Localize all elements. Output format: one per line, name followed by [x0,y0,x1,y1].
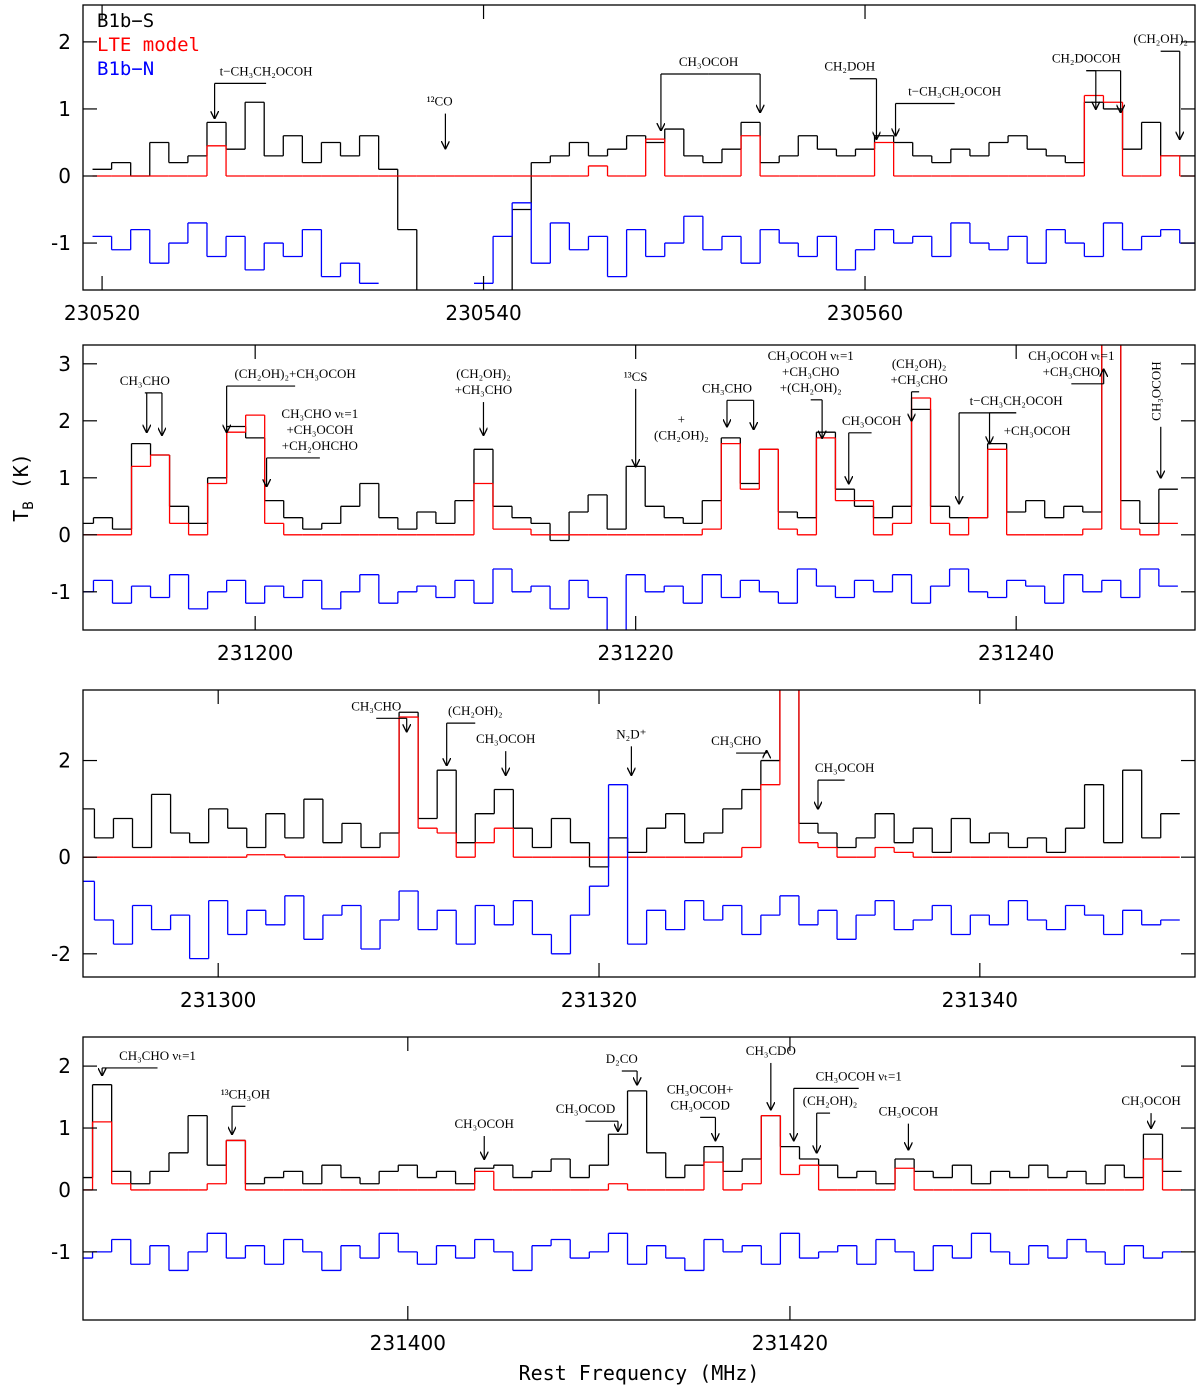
y-tick-label: 2 [58,1054,71,1078]
annotation: CH₃OCOH [476,731,535,746]
y-tick-label: 2 [58,749,71,773]
x-tick-label: 231200 [217,641,293,665]
annotation: CH₃CHO νₜ=1 [281,406,358,421]
annotation: CH₃OCOH [1149,361,1164,420]
annotation: +CH₃CHO [455,382,512,397]
annotation: (CH₂OH)₂+CH₃OCOH [234,366,355,381]
annotation: CH₃CHO [351,698,401,713]
annotation: +CH₃OCOH [1004,423,1071,438]
annotation: +CH₃CHO [1043,364,1100,379]
y-tick-label: -2 [51,942,71,966]
y-tick-label: 2 [58,409,71,433]
x-tick-label: 230520 [64,301,140,325]
y-axis-label-part: B [21,501,37,509]
annotation: CH₂DOCOH [1052,51,1121,66]
annotation: CH₃OCOH [1121,1093,1180,1108]
x-tick-label: 230540 [445,301,521,325]
x-tick-label: 231240 [978,641,1054,665]
annotation: ¹²CO [427,94,453,109]
annotation: CH₃CHO [120,373,170,388]
y-tick-label: -1 [51,580,71,604]
y-axis-label: TB (K) [9,453,37,522]
x-tick-label: 230560 [827,301,903,325]
y-tick-label: 1 [58,1116,71,1140]
annotation: CH₃OCOH [815,760,874,775]
annotation: CH₃OCOH νₜ=1 [816,1068,902,1083]
annotation: t−CH₃CH₂OCOH [220,63,313,78]
annotation: (CH₂OH)₂ [456,366,511,381]
annotation: CH₃OCOH νₜ=1 [768,348,854,363]
x-tick-label: 231340 [942,988,1018,1012]
annotation: t−CH₃CH₂OCOH [970,393,1063,408]
annotation: CH₃OCOH [679,54,738,69]
annotation: D₂CO [606,1051,638,1066]
annotation: (CH₂OH)₂ [803,1093,858,1108]
annotation: (CH₂OH)₂ [654,428,709,443]
annotation: CH₂DOH [824,59,875,74]
annotation: +CH₃OCOH [286,422,353,437]
y-tick-label: 0 [58,1178,71,1202]
annotation: (CH₂OH)₂ [892,356,947,371]
annotation: CH₃OCOH νₜ=1 [1028,348,1114,363]
y-tick-label: -1 [51,1240,71,1264]
annotation: t−CH₃CH₂OCOH [908,84,1001,99]
frame [82,1036,1196,1321]
annotation: (CH₂OH)₂ [448,703,503,718]
y-tick-label: 1 [58,97,71,121]
legend-entry: B1b−N [97,58,154,80]
annotation: CH₃OCOH+ [667,1081,734,1096]
plot-area [83,690,1180,960]
x-tick-label: 231320 [561,988,637,1012]
annotation: +CH₃CHO [782,364,839,379]
plot-area [92,94,1195,290]
y-tick-label: 0 [58,845,71,869]
annotation: CH₃CHO νₜ=1 [119,1048,196,1063]
annotation: CH₃CHO [711,733,761,748]
legend-entry: LTE model [97,34,200,56]
annotation: (CH₂OH)₂ [1133,31,1188,46]
x-tick-label: 231420 [752,1331,828,1355]
annotation: CH₃OCOH [455,1116,514,1131]
annotation: CH₃OCOH [879,1104,938,1119]
x-axis-label: Rest Frequency (MHz) [519,1361,760,1385]
frame [82,344,1196,631]
y-tick-label: 3 [58,352,71,376]
y-tick-label: -1 [51,231,71,255]
x-tick-label: 231300 [180,988,256,1012]
x-tick-label: 231400 [370,1331,446,1355]
annotation: N₂D⁺ [616,726,646,741]
plot-area [83,1084,1182,1272]
y-tick-label: 2 [58,30,71,54]
y-tick-label: 1 [58,466,71,490]
annotation: + [678,412,685,427]
annotation: +CH₂OHCHO [282,438,358,453]
frame [82,689,1196,978]
annotation: +CH₃CHO [890,372,947,387]
annotation: CH₃CDO [746,1043,796,1058]
y-axis-label-part: T [9,510,33,522]
annotation: CH₃OCOD [556,1101,615,1116]
annotation: CH₃OCOD [670,1097,729,1112]
annotation: +(CH₂OH)₂ [780,380,842,395]
annotation: ¹³CS [624,369,648,384]
legend-entry: B1b−S [97,10,154,32]
y-tick-label: 0 [58,523,71,547]
annotation: CH₃CHO [702,380,752,395]
annotation: ¹³CH₃OH [221,1086,270,1101]
x-tick-label: 231220 [597,641,673,665]
plot-area [83,345,1178,630]
y-axis-label-part: (K) [9,453,33,501]
y-tick-label: 0 [58,164,71,188]
annotation: CH₃OCOH [842,413,901,428]
frame [82,4,1196,291]
